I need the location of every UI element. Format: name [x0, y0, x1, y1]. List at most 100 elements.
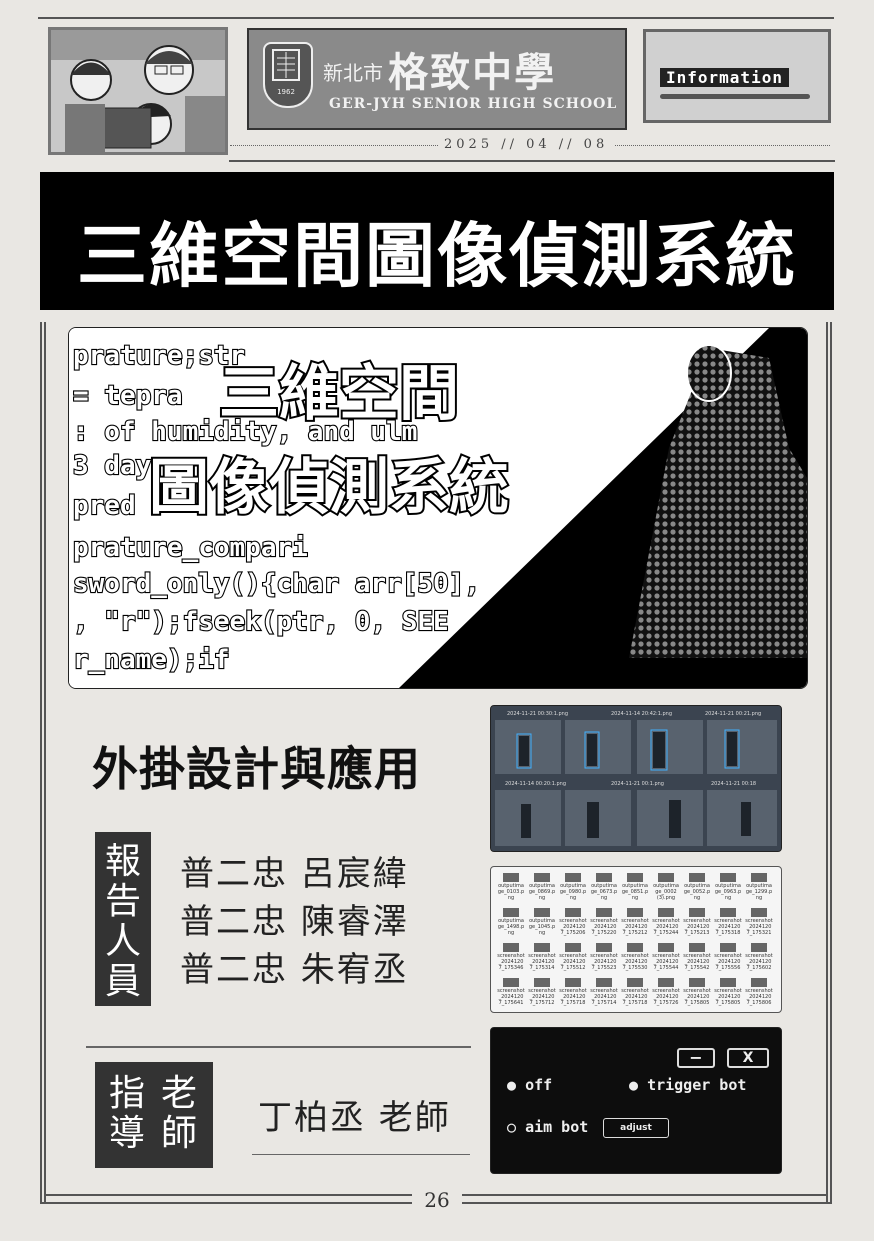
file-item[interactable]: screenshot _2024120 7_175718: [621, 978, 649, 1006]
code-line-6: prature_compari: [73, 533, 308, 563]
file-thumbnail-icon: [596, 978, 612, 987]
file-item[interactable]: screenshot _2024120 7_175542: [683, 943, 711, 971]
file-thumbnail-icon: [596, 873, 612, 882]
file-item[interactable]: screenshot _2024120 7_175321: [745, 908, 773, 936]
file-item[interactable]: screenshot _2024120 7_175530: [621, 943, 649, 971]
option-aim-bot[interactable]: ○ aim bot: [507, 1118, 589, 1136]
file-thumbnail-icon: [503, 908, 519, 917]
file-item[interactable]: screenshot _2024120 7_175726: [652, 978, 680, 1006]
advisor-underline: [252, 1154, 470, 1155]
file-item[interactable]: outputima ge_0052.p ng: [683, 873, 711, 901]
file-thumbnail-icon: [503, 943, 519, 952]
file-name: screenshot _2024120 7_175602: [745, 953, 773, 971]
advisor-name: 丁柏丞 老師: [258, 1098, 451, 1138]
file-item[interactable]: screenshot _2024120 7_175714: [590, 978, 618, 1006]
file-item[interactable]: outputima ge_1045.p ng: [528, 908, 556, 936]
file-item[interactable]: screenshot _2024120 7_175712: [528, 978, 556, 1006]
code-line-8: , "r");fseek(ptr, 0, SEE: [73, 607, 449, 637]
file-item[interactable]: screenshot _2024120 7_175512: [559, 943, 587, 971]
file-item[interactable]: screenshot _2024120 7_175213: [683, 908, 711, 936]
file-thumbnail-icon: [534, 978, 550, 987]
file-item[interactable]: screenshot _2024120 7_175523: [590, 943, 618, 971]
file-item[interactable]: screenshot _2024120 7_175806: [745, 978, 773, 1006]
code-line-7: sword_only(){char arr[50],: [73, 569, 480, 599]
file-thumbnail-icon: [720, 943, 736, 952]
file-thumbnail-icon: [596, 943, 612, 952]
file-thumbnail-icon: [751, 908, 767, 917]
file-thumbnail-icon: [751, 943, 767, 952]
file-item[interactable]: screenshot _2024120 7_175602: [745, 943, 773, 971]
close-button[interactable]: X: [727, 1048, 769, 1068]
minimize-button[interactable]: −: [677, 1048, 715, 1068]
file-item[interactable]: screenshot _2024120 7_175212: [621, 908, 649, 936]
file-name: screenshot _2024120 7_175718: [559, 988, 587, 1006]
file-name: outputima ge_0673.p ng: [590, 883, 618, 901]
file-item[interactable]: outputima ge_1498.p ng: [497, 908, 525, 936]
file-item[interactable]: outputima ge_1299.p ng: [745, 873, 773, 901]
file-name: outputima ge_0851.p ng: [621, 883, 649, 901]
file-item[interactable]: screenshot _2024120 7_175805: [683, 978, 711, 1006]
file-item[interactable]: screenshot _2024120 7_175544: [652, 943, 680, 971]
file-name: outputima ge_0869.p ng: [528, 883, 556, 901]
frame-left: [40, 322, 46, 1202]
file-item[interactable]: outputima ge_0869.p ng: [528, 873, 556, 901]
option-off[interactable]: ● off: [507, 1076, 553, 1094]
comic-drawing: [51, 30, 225, 152]
file-thumbnail-icon: [658, 943, 674, 952]
file-thumbnail-icon: [720, 908, 736, 917]
file-item[interactable]: screenshot _2024120 7_175314: [528, 943, 556, 971]
file-name: outputima ge_1299.p ng: [745, 883, 773, 901]
top-rule: [38, 17, 834, 19]
capture-caption-3: 2024-11-21 00:21.png: [705, 711, 761, 717]
file-thumbnail-icon: [596, 908, 612, 917]
file-thumbnail-icon: [565, 943, 581, 952]
file-item[interactable]: screenshot _2024120 7_175244: [652, 908, 680, 936]
file-name: outputima ge_1045.p ng: [528, 918, 556, 936]
file-item[interactable]: outputima ge_0002 (3).png: [652, 873, 680, 901]
file-name: screenshot _2024120 7_175206: [559, 918, 587, 936]
file-thumbnail-icon: [627, 908, 643, 917]
file-item[interactable]: screenshot _2024120 7_175206: [559, 908, 587, 936]
file-name: screenshot _2024120 7_175544: [652, 953, 680, 971]
page-number: 26: [412, 1188, 462, 1212]
file-thumbnail-icon: [565, 908, 581, 917]
hero-image: prature;str = tepra : of humidity, and u…: [68, 327, 808, 689]
file-thumbnail-icon: [689, 908, 705, 917]
file-name: screenshot _2024120 7_175712: [528, 988, 556, 1006]
file-item[interactable]: outputima ge_0980.p ng: [559, 873, 587, 901]
option-aim-label: aim bot: [525, 1118, 589, 1136]
school-name-en: GER-JYH SENIOR HIGH SCHOOL: [329, 96, 618, 112]
code-line-3: : of humidity, and ulm: [73, 417, 417, 447]
file-name: screenshot _2024120 7_175714: [590, 988, 618, 1006]
seal-year: 1962: [277, 88, 295, 96]
file-thumbnail-icon: [565, 873, 581, 882]
section-divider: [86, 1046, 471, 1048]
option-trigger-bot[interactable]: ● trigger bot: [629, 1076, 747, 1094]
option-trigger-label: trigger bot: [647, 1076, 747, 1094]
file-thumbnail-icon: [658, 908, 674, 917]
file-item[interactable]: screenshot _2024120 7_175318: [714, 908, 742, 936]
school-seal-icon: 1962: [263, 42, 313, 108]
file-name: screenshot _2024120 7_175556: [714, 953, 742, 971]
file-item[interactable]: outputima ge_0851.p ng: [621, 873, 649, 901]
file-item[interactable]: screenshot _2024120 7_175641: [497, 978, 525, 1006]
file-thumbnail-icon: [751, 873, 767, 882]
file-item[interactable]: outputima ge_0963.p ng: [714, 873, 742, 901]
file-name: screenshot _2024120 7_175805: [683, 988, 711, 1006]
file-item[interactable]: screenshot _2024120 7_175346: [497, 943, 525, 971]
file-name: screenshot _2024120 7_175530: [621, 953, 649, 971]
file-name: screenshot _2024120 7_175346: [497, 953, 525, 971]
file-item[interactable]: screenshot _2024120 7_175805: [714, 978, 742, 1006]
capture-caption-6: 2024-11-21 00:18: [711, 781, 756, 787]
file-name: screenshot _2024120 7_175318: [714, 918, 742, 936]
adjust-button[interactable]: adjust: [603, 1118, 669, 1138]
file-item[interactable]: screenshot _2024120 7_175556: [714, 943, 742, 971]
file-item[interactable]: screenshot _2024120 7_175220: [590, 908, 618, 936]
file-item[interactable]: outputima ge_0103.p ng: [497, 873, 525, 901]
file-item[interactable]: screenshot _2024120 7_175718: [559, 978, 587, 1006]
comic-illustration: [48, 27, 228, 155]
file-item[interactable]: outputima ge_0673.p ng: [590, 873, 618, 901]
file-thumbnail-icon: [503, 873, 519, 882]
file-name: screenshot _2024120 7_175213: [683, 918, 711, 936]
file-thumbnail-icon: [689, 978, 705, 987]
